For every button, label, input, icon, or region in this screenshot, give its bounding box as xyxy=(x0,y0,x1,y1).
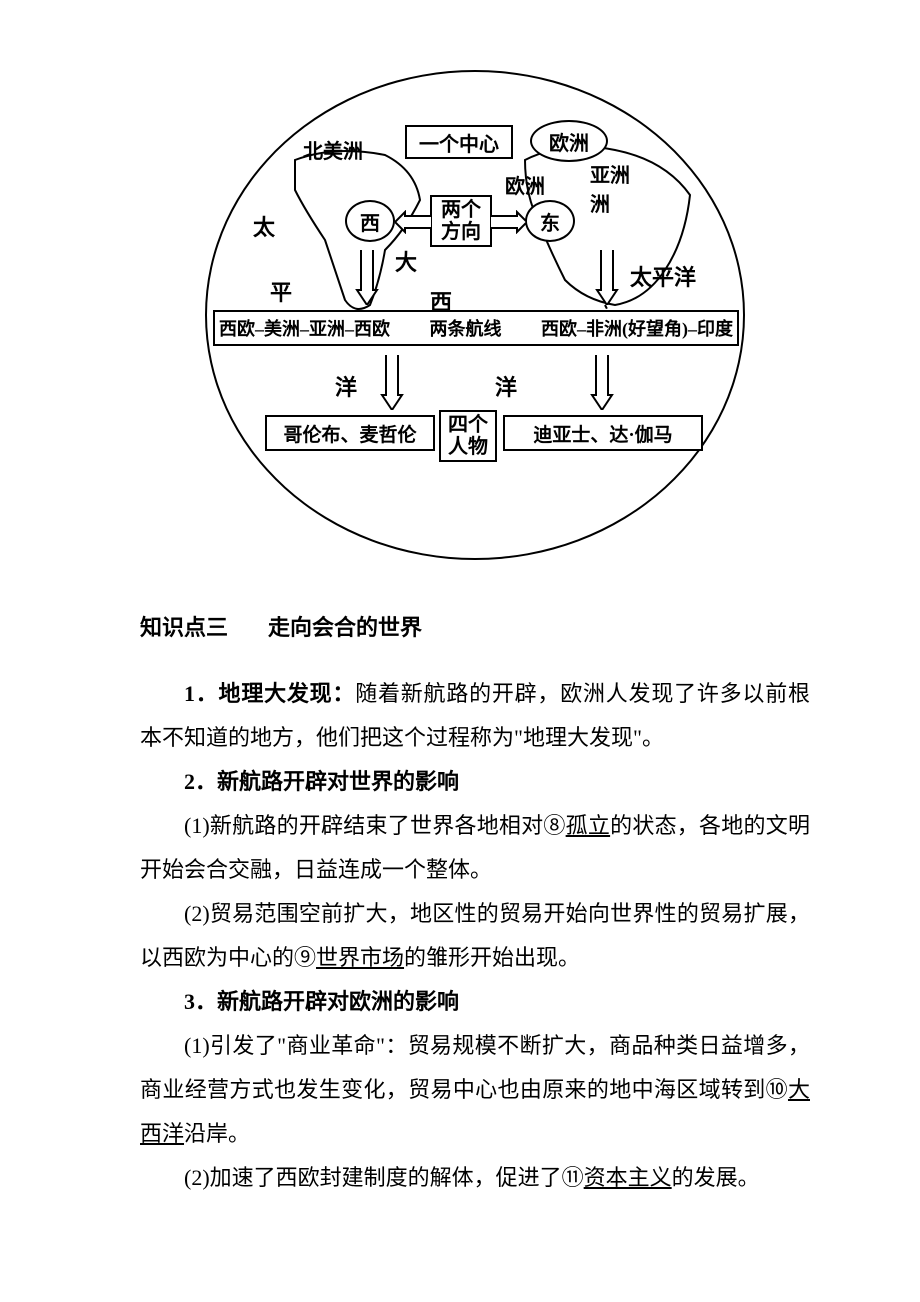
para-2-2: (2)贸易范围空前扩大，地区性的贸易开始向世界性的贸易扩展，以西欧为中心的⑨世界… xyxy=(140,892,810,980)
arrow-down-3 xyxy=(380,355,404,410)
route-mid: 两条航线 xyxy=(430,315,502,341)
route-left: 西欧–美洲–亚洲–西欧 xyxy=(219,315,390,341)
p3-2a: (2)加速了西欧封建制度的解体，促进了⑪ xyxy=(184,1165,584,1190)
para-3-1: (1)引发了"商业革命"：贸易规模不断扩大，商品种类日益增多，商业经营方式也发生… xyxy=(140,1024,810,1156)
para-3-2: (2)加速了西欧封建制度的解体，促进了⑪资本主义的发展。 xyxy=(140,1156,810,1200)
pacific-left-2: 平 xyxy=(270,275,292,307)
directions-line1: 两个 xyxy=(441,199,481,221)
directions-line2: 方向 xyxy=(441,221,481,243)
ocean-right: 洋 xyxy=(495,370,517,402)
europe-inner-label: 欧洲 xyxy=(505,170,545,199)
arrow-down-1 xyxy=(355,250,379,305)
para-1: 1．地理大发现：随着新航路的开辟，欧洲人发现了许多以前根本不知道的地方，他们把这… xyxy=(140,672,810,760)
asia-label: 亚洲 xyxy=(590,165,630,187)
concept-diagram: 北美洲 一个中心 欧洲 欧洲 亚洲 洲 西 两个 方向 东 太 平 太平洋 大 … xyxy=(195,70,755,560)
p3-2u: 资本主义 xyxy=(584,1165,672,1190)
people-left: 哥伦布、麦哲伦 xyxy=(265,415,435,451)
p1-bold: 1．地理大发现： xyxy=(184,681,355,706)
asia-top: 亚洲 xyxy=(590,165,630,187)
route-right: 西欧–非洲(好望角)–印度 xyxy=(541,315,733,341)
arrow-down-2 xyxy=(595,250,619,305)
north-america-label: 北美洲 xyxy=(303,135,363,164)
atlantic-1: 大 xyxy=(395,245,417,277)
heading-num: 知识点三 xyxy=(140,615,228,640)
people-mid-1: 四个 xyxy=(448,414,488,436)
people-right: 迪亚士、达·伽马 xyxy=(503,415,703,451)
section-heading: 知识点三 走向会合的世界 xyxy=(140,610,810,642)
ocean-left: 洋 xyxy=(335,370,357,402)
para-2-heading: 2．新航路开辟对世界的影响 xyxy=(140,760,810,804)
east-ellipse: 东 xyxy=(525,200,575,242)
west-ellipse: 西 xyxy=(345,200,395,242)
arrow-east xyxy=(491,210,527,234)
p2-2u: 世界市场 xyxy=(316,945,404,970)
p3-1a: (1)引发了"商业革命"：贸易规模不断扩大，商品种类日益增多，商业经营方式也发生… xyxy=(140,1033,810,1102)
pacific-right: 太平洋 xyxy=(630,260,696,292)
p2-1a: (1)新航路的开辟结束了世界各地相对⑧ xyxy=(184,813,566,838)
people-mid: 四个 人物 xyxy=(439,410,497,462)
p2-1u: 孤立 xyxy=(566,813,610,838)
para-2-1: (1)新航路的开辟结束了世界各地相对⑧孤立的状态，各地的文明开始会合交融，日益连… xyxy=(140,804,810,892)
p3-1b: 沿岸。 xyxy=(184,1121,250,1146)
pacific-left-1: 太 xyxy=(253,210,275,242)
asia-label-2: 洲 xyxy=(590,188,610,217)
directions-box: 两个 方向 xyxy=(430,195,492,247)
para-3-heading: 3．新航路开辟对欧洲的影响 xyxy=(140,980,810,1024)
people-mid-2: 人物 xyxy=(448,436,488,458)
arrow-down-4 xyxy=(590,355,614,410)
route-bar: 西欧–美洲–亚洲–西欧 两条航线 西欧–非洲(好望角)–印度 xyxy=(213,310,739,346)
heading-title: 走向会合的世界 xyxy=(268,615,422,640)
p3-2b: 的发展。 xyxy=(672,1165,760,1190)
center-box: 一个中心 xyxy=(405,125,513,159)
p2-2b: 的雏形开始出现。 xyxy=(404,945,580,970)
arrow-west xyxy=(395,210,431,234)
europe-ellipse: 欧洲 xyxy=(530,120,608,162)
